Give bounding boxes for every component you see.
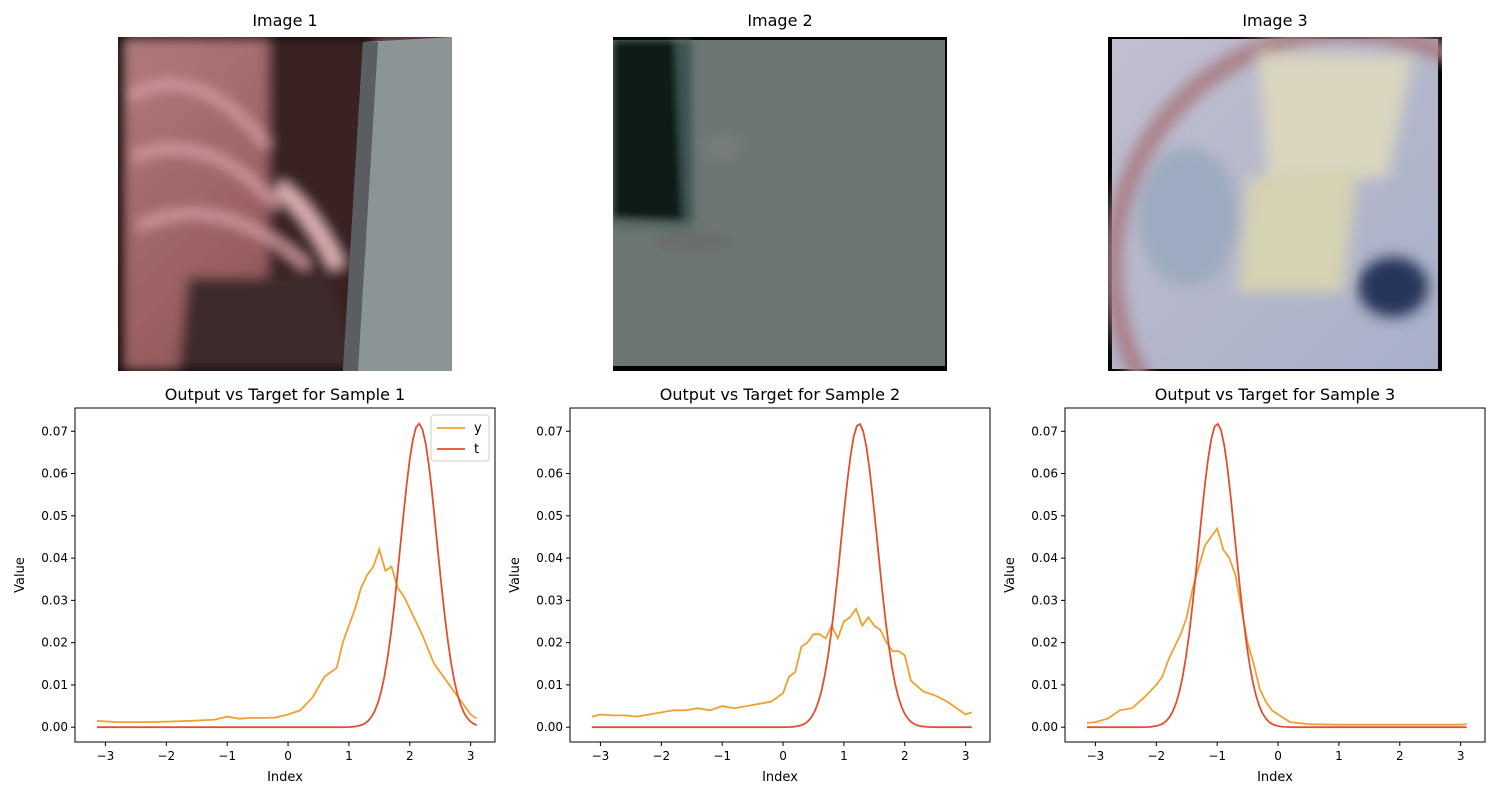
x-tick-label: −2	[1147, 749, 1165, 763]
x-tick-label: 0	[284, 749, 292, 763]
y-tick-label: 0.04	[536, 551, 563, 565]
y-tick-label: 0.06	[41, 467, 68, 481]
chart-2: Output vs Target for Sample 2 −3 −2 −1 0 1 2 3 0…	[508, 385, 991, 785]
chart-1: Output vs Target for Sample 1 −3 −2 −1 0 1 2 3 0…	[13, 385, 496, 785]
x-tick-label: −2	[157, 749, 175, 763]
axes-frame	[569, 407, 991, 743]
image-2	[613, 37, 947, 371]
x-tick-label: 2	[901, 749, 909, 763]
y-axis-label: Value	[508, 557, 523, 593]
x-axis-label: Index	[267, 770, 303, 785]
y-tick-label: 0.01	[1031, 678, 1058, 692]
y-tick-label: 0.02	[536, 636, 563, 650]
series-line-t	[591, 422, 972, 729]
y-tick-label: 0.02	[41, 636, 68, 650]
x-tick-label: 1	[345, 749, 353, 763]
y-tick-label: 0.01	[536, 678, 563, 692]
image-1	[118, 37, 452, 371]
y-tick-label: 0.05	[536, 509, 563, 523]
axes-frame	[74, 407, 496, 743]
x-tick-label: −1	[218, 749, 236, 763]
y-tick-label: 0.01	[41, 678, 68, 692]
series-line-y	[591, 606, 972, 718]
series-line-y	[1086, 526, 1467, 726]
y-tick-label: 0.03	[1031, 593, 1058, 607]
chart-title: Output vs Target for Sample 3	[1155, 385, 1395, 404]
y-tick-label: 0.04	[41, 551, 68, 565]
y-tick-label: 0.05	[1031, 509, 1058, 523]
x-tick-label: −2	[652, 749, 670, 763]
y-tick-label: 0.00	[536, 720, 563, 734]
x-tick-label: 2	[406, 749, 414, 763]
x-tick-label: 1	[840, 749, 848, 763]
y-tick-label: 0.05	[41, 509, 68, 523]
y-axis-label: Value	[13, 557, 28, 593]
x-tick-label: 3	[962, 749, 970, 763]
x-tick-label: −3	[97, 749, 115, 763]
y-tick-label: 0.06	[1031, 467, 1058, 481]
x-tick-label: 2	[1396, 749, 1404, 763]
image-3-title: Image 3	[1242, 11, 1308, 30]
y-axis-label: Value	[1003, 557, 1018, 593]
y-tick-label: 0.07	[1031, 424, 1058, 438]
x-tick-label: 0	[1274, 749, 1282, 763]
chart-3: Output vs Target for Sample 3 −3 −2 −1 0 1 2 3 0…	[1003, 385, 1486, 785]
x-tick-label: 0	[779, 749, 787, 763]
y-tick-label: 0.00	[1031, 720, 1058, 734]
y-tick-label: 0.00	[41, 720, 68, 734]
axes-frame	[1064, 407, 1486, 743]
x-tick-label: −3	[1087, 749, 1105, 763]
x-tick-label: −3	[592, 749, 610, 763]
x-tick-label: 3	[467, 749, 475, 763]
series-line-y	[96, 546, 478, 723]
y-tick-label: 0.06	[536, 467, 563, 481]
x-tick-label: −1	[1208, 749, 1226, 763]
chart-title: Output vs Target for Sample 1	[165, 385, 405, 404]
image-1-title: Image 1	[252, 11, 318, 30]
chart-title: Output vs Target for Sample 2	[660, 385, 900, 404]
y-tick-label: 0.02	[1031, 636, 1058, 650]
x-axis-label: Index	[762, 770, 798, 785]
series-line-t	[1086, 422, 1467, 729]
image-3	[1108, 37, 1442, 371]
x-tick-label: 3	[1457, 749, 1465, 763]
y-tick-label: 0.07	[536, 424, 563, 438]
legend-label-t: t	[474, 442, 479, 457]
y-tick-label: 0.03	[41, 593, 68, 607]
x-tick-label: −1	[713, 749, 731, 763]
legend: yt	[430, 414, 490, 462]
image-2-title: Image 2	[747, 11, 813, 30]
y-tick-label: 0.04	[1031, 551, 1058, 565]
y-tick-label: 0.03	[536, 593, 563, 607]
y-tick-label: 0.07	[41, 424, 68, 438]
x-tick-label: 1	[1335, 749, 1343, 763]
series-line-t	[96, 422, 478, 729]
x-axis-label: Index	[1257, 770, 1293, 785]
legend-label-y: y	[474, 421, 482, 436]
